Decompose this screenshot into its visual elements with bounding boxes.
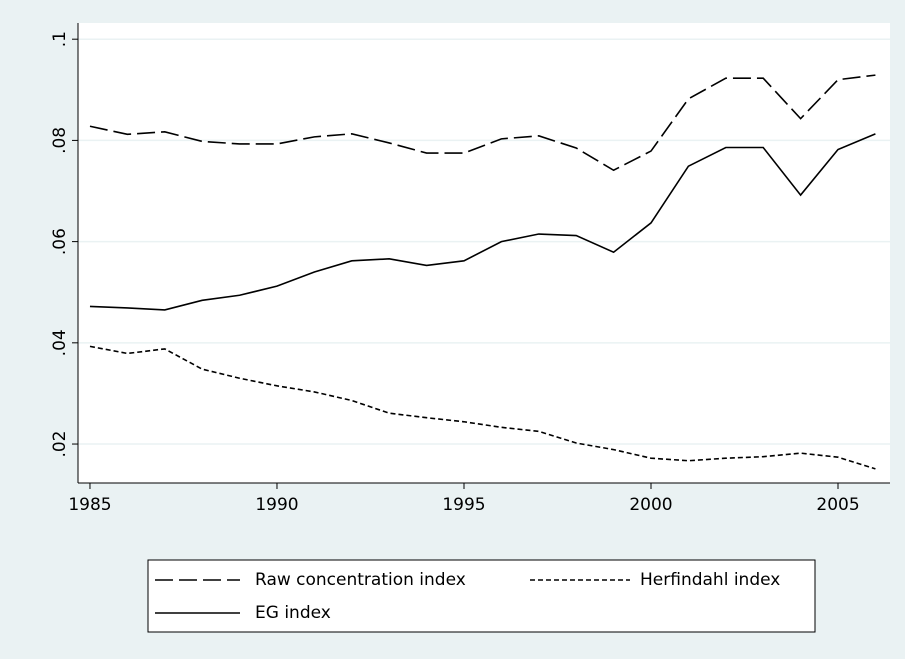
- y-tick-label: .08: [50, 127, 70, 154]
- y-tick-label: .06: [50, 228, 70, 255]
- grid: [78, 38, 890, 445]
- y-tick-label: .1: [50, 31, 70, 47]
- legend-label: Raw concentration index: [255, 570, 466, 590]
- series-line: [89, 74, 876, 172]
- legend: [147, 559, 816, 633]
- legend-entries: Raw concentration index Herfindahl index E…: [155, 570, 780, 623]
- ticks: .02 .04 .06 .08 .1 1985 1990 1995 2000 2005: [50, 31, 860, 515]
- legend-label: Herfindahl index: [640, 570, 780, 590]
- y-tick-label: .04: [50, 329, 70, 356]
- x-tick-label: 2005: [816, 495, 859, 515]
- lines: [89, 74, 876, 470]
- x-tick-label: 1995: [442, 495, 485, 515]
- series-line: [89, 345, 876, 470]
- y-tick-label: .02: [50, 431, 70, 458]
- x-tick-label: 1990: [255, 495, 298, 515]
- legend-label: EG index: [255, 603, 331, 623]
- x-tick-label: 1985: [68, 495, 111, 515]
- series-line: [89, 133, 876, 311]
- plot-area: [78, 23, 890, 483]
- x-tick-label: 2000: [629, 495, 672, 515]
